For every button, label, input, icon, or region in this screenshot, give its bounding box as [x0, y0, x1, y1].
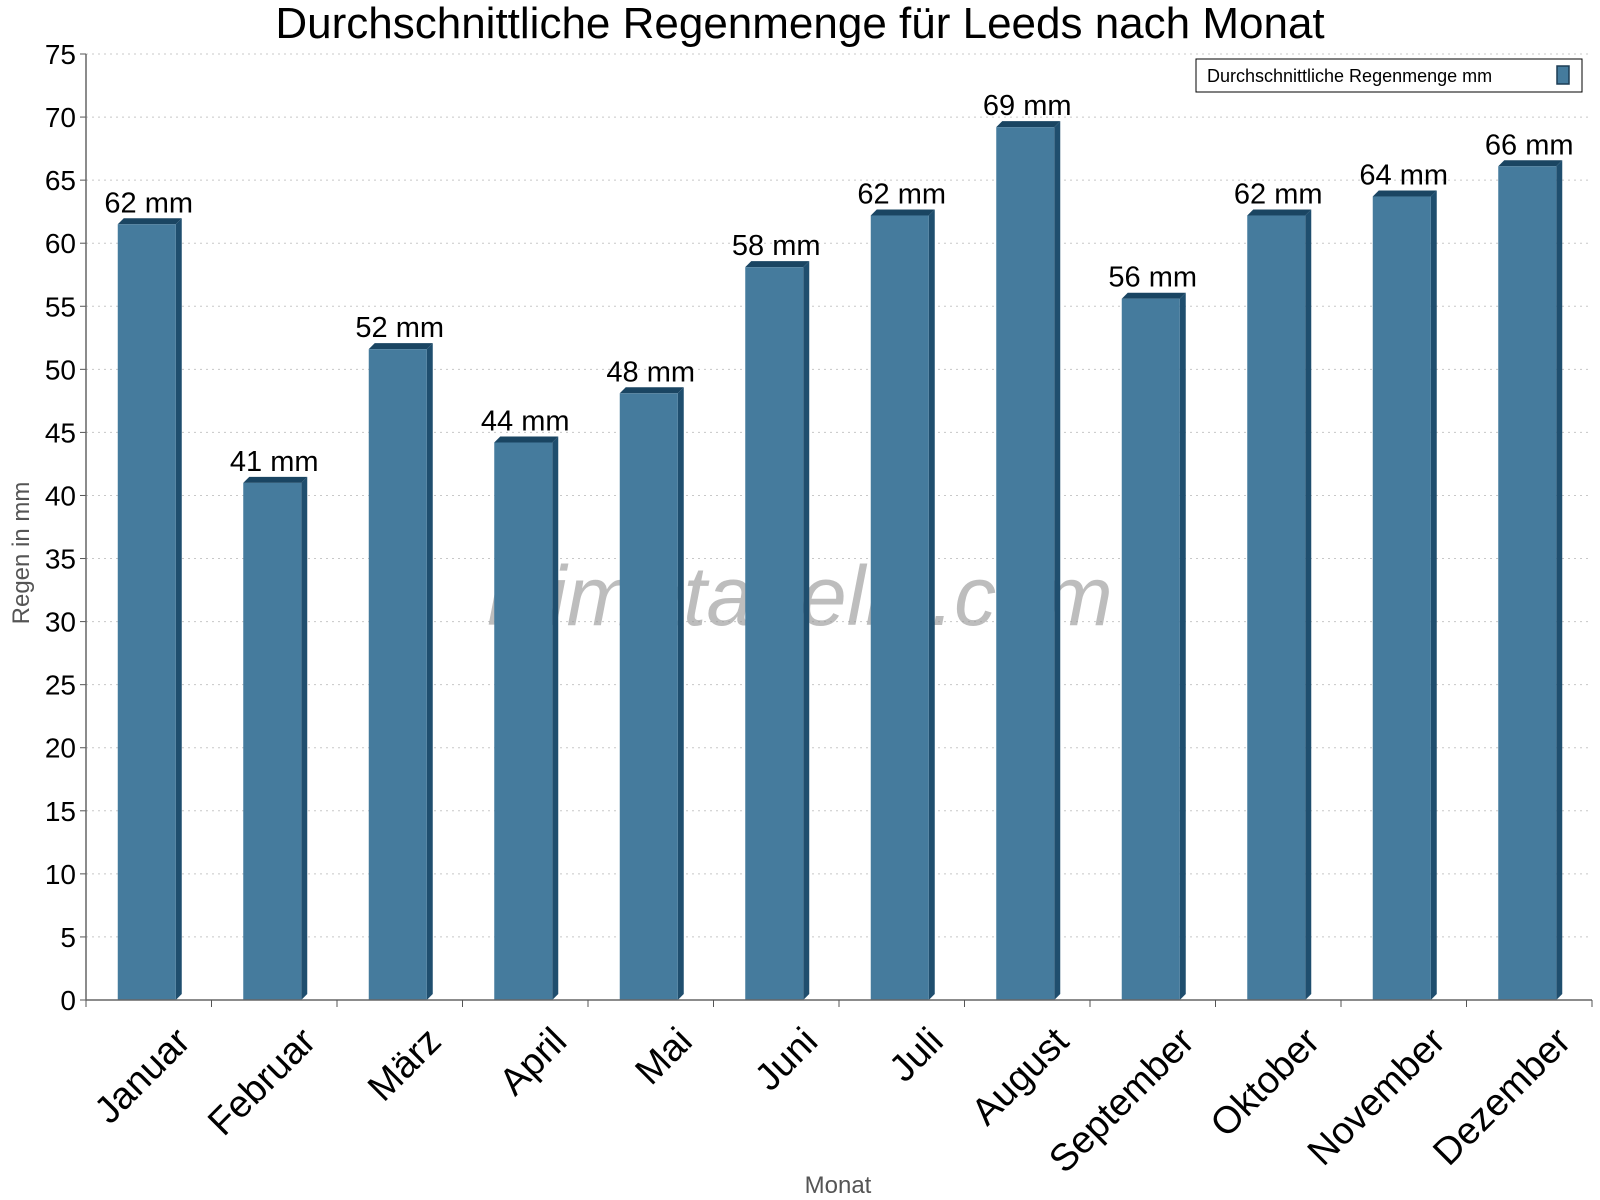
data-label: 52 mm [355, 312, 444, 344]
bar-front [745, 267, 804, 1000]
bar-top [1121, 292, 1186, 299]
data-label: 62 mm [104, 187, 193, 219]
y-tick-label: 75 [45, 39, 76, 70]
bar [996, 121, 1061, 1000]
bar [745, 261, 810, 1000]
bar-top [1498, 160, 1563, 167]
y-tick-label: 40 [45, 480, 76, 511]
y-tick-label: 30 [45, 607, 76, 638]
bar-front [243, 482, 302, 1000]
legend-box [1195, 58, 1583, 93]
x-tick-label: Januar [87, 1020, 199, 1132]
bar-front [996, 127, 1055, 1000]
bar [1498, 160, 1563, 1000]
data-label: 64 mm [1359, 160, 1448, 192]
data-label: 69 mm [983, 90, 1072, 122]
y-tick-label: 45 [45, 417, 76, 448]
bar-top [745, 261, 810, 268]
bar-front [619, 393, 678, 1000]
x-tick-label: April [492, 1020, 575, 1103]
data-labels: 62 mm 41 mm 52 mm 44 mm 48 mm 58 mm 62 mm 69 mm… [104, 90, 1573, 478]
legend-swatch [1556, 65, 1570, 85]
bar-top [1247, 209, 1312, 216]
bar-front [117, 224, 176, 1000]
bar-side [803, 261, 810, 1000]
x-tick-label: Mai [628, 1020, 701, 1093]
y-tick-label: 25 [45, 670, 76, 701]
y-tick-label: 55 [45, 291, 76, 322]
bar-side [1305, 209, 1312, 1000]
bar-top [368, 343, 433, 350]
y-tick-label: 10 [45, 859, 76, 890]
y-tick-label: 50 [45, 354, 76, 385]
data-label: 62 mm [1234, 178, 1323, 210]
y-axis-title: Regen in mm [8, 482, 35, 625]
x-tick-label: Oktober [1203, 1020, 1329, 1146]
x-tick-label: März [360, 1020, 449, 1109]
bar [243, 476, 308, 1000]
bar-side [1054, 121, 1061, 1000]
data-label: 66 mm [1485, 129, 1574, 161]
data-label: 56 mm [1108, 262, 1197, 294]
bar-front [870, 215, 929, 1000]
bar-top [243, 476, 308, 483]
y-tick-label: 35 [45, 544, 76, 575]
data-label: 48 mm [606, 356, 695, 388]
bar-front [1247, 215, 1306, 1000]
y-tick-label: 60 [45, 228, 76, 259]
data-label: 41 mm [230, 446, 319, 478]
bar-front [1498, 166, 1557, 1000]
x-tick-label: Februar [200, 1020, 324, 1144]
bar-top [996, 121, 1061, 128]
bars [117, 121, 1563, 1001]
bar-top [870, 209, 935, 216]
bar-side [1556, 160, 1563, 1000]
y-tick-label: 65 [45, 165, 76, 196]
chart-title: Durchschnittliche Regenmenge für Leeds n… [275, 0, 1324, 48]
y-tick-label: 15 [45, 796, 76, 827]
bar-side [1179, 292, 1186, 1000]
data-label: 44 mm [481, 405, 570, 437]
bar-side [1430, 190, 1437, 1001]
bar [870, 209, 935, 1000]
bar [494, 436, 559, 1000]
y-tick-label: 5 [60, 922, 76, 953]
bar [117, 218, 182, 1000]
y-tick-label: 0 [60, 985, 76, 1016]
legend-label: Durchschnittliche Regenmenge mm [1207, 66, 1492, 86]
bar-top [619, 387, 684, 394]
gridlines [86, 53, 1592, 938]
bar-front [1372, 196, 1431, 1001]
bar-side [677, 387, 684, 1000]
bar-top [117, 218, 182, 225]
bar-front [494, 442, 553, 1000]
bar [1372, 190, 1437, 1001]
legend: Durchschnittliche Regenmenge mm [1195, 58, 1583, 93]
data-label: 62 mm [857, 178, 946, 210]
y-tick-label: 20 [45, 733, 76, 764]
bar-side [426, 343, 433, 1001]
bar [1247, 209, 1312, 1000]
bar-top [494, 436, 559, 443]
bar-front [1121, 298, 1180, 1000]
data-label: 58 mm [732, 230, 821, 262]
bar [368, 343, 433, 1001]
bar-side [175, 218, 182, 1000]
bar-side [552, 436, 559, 1000]
x-tick-label: Juni [747, 1020, 826, 1099]
x-tick-label: Juli [882, 1020, 952, 1090]
x-tick-label: Dezember [1425, 1020, 1579, 1174]
bar [1121, 292, 1186, 1000]
bar-top [1372, 190, 1437, 197]
bar-front [368, 349, 427, 1001]
bar-side [928, 209, 935, 1000]
bar [619, 387, 684, 1000]
bar-side [301, 476, 308, 1000]
y-tick-label: 70 [45, 102, 76, 133]
x-tick-label: August [964, 1020, 1078, 1134]
x-axis-title: Monat [805, 1172, 872, 1199]
